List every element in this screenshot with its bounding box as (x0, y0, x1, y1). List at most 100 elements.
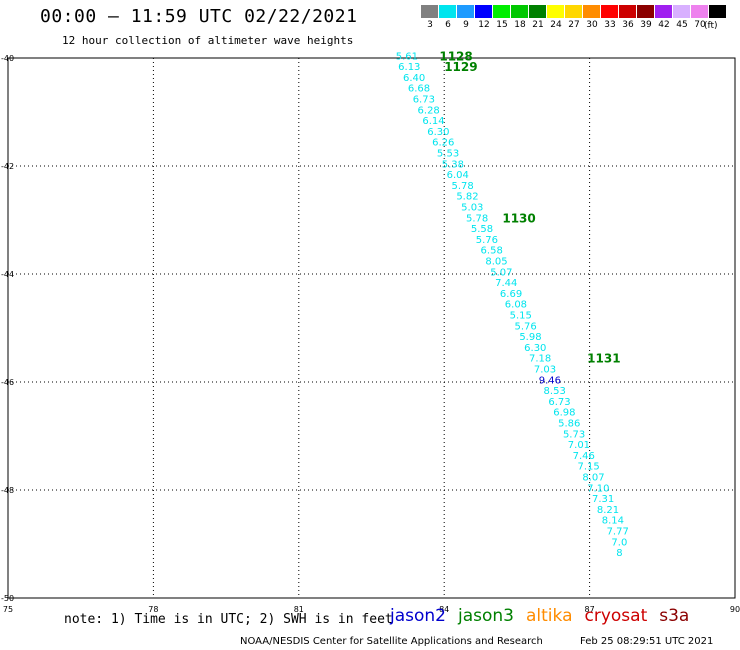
scale-bin: 18 (511, 5, 529, 30)
wave-height-point: 7.77 (607, 527, 629, 538)
y-tick-label: -50 (1, 594, 14, 603)
legend-s3a: s3a (659, 606, 690, 626)
scale-label: 27 (568, 20, 580, 30)
scale-bin: 12 (475, 5, 493, 30)
scale-bin: 21 (529, 5, 547, 30)
wave-height-point: 7.10 (587, 483, 609, 494)
wave-height-point: 6.40 (403, 73, 425, 84)
wave-height-point: 6.30 (524, 343, 546, 354)
wave-height-point: 8.05 (485, 257, 507, 268)
scale-swatch (493, 5, 511, 18)
scale-label: 3 (427, 20, 433, 30)
wave-height-point: 6.13 (398, 62, 420, 73)
wave-height-point: 8.53 (544, 386, 566, 397)
scale-swatch (637, 5, 655, 18)
scale-swatch (511, 5, 529, 18)
plot-frame (7, 57, 736, 599)
wave-height-point: 7.01 (568, 440, 590, 451)
scale-label: 33 (604, 20, 616, 30)
time-label: 1131 (587, 352, 620, 366)
scale-bin: 42 (655, 5, 673, 30)
y-tick-label: -40 (1, 54, 14, 63)
footer-note: note: 1) Time is in UTC; 2) SWH is in fe… (64, 612, 393, 627)
generated-timestamp: Feb 25 08:29:51 UTC 2021 (580, 636, 714, 647)
y-tick-label: -44 (1, 270, 14, 279)
wave-height-point: 6.04 (447, 170, 469, 181)
wave-height-point: 5.86 (558, 419, 580, 430)
time-label: 1130 (502, 211, 535, 225)
scale-label: 18 (514, 20, 526, 30)
wave-height-point: 7.0 (611, 537, 627, 548)
scale-swatch (565, 5, 583, 18)
wave-height-point: 5.61 (396, 51, 418, 62)
legend-jason2: jason2 (390, 606, 446, 626)
x-tick-label: 81 (294, 605, 304, 614)
time-label: 1128 (439, 49, 472, 63)
page-subtitle: 12 hour collection of altimeter wave hei… (62, 34, 354, 47)
wave-height-point: 6.98 (553, 408, 575, 419)
scale-label: 12 (478, 20, 490, 30)
scale-swatch (439, 5, 457, 18)
wave-height-point: 7.15 (577, 462, 599, 473)
scale-bin: 27 (565, 5, 583, 30)
scale-bin: 36 (619, 5, 637, 30)
scale-bin: 24 (547, 5, 565, 30)
scale-swatch (583, 5, 601, 18)
wave-height-point: 5.53 (437, 149, 459, 160)
scale-label: 21 (532, 20, 544, 30)
scale-swatch (457, 5, 475, 18)
scale-label: 30 (586, 20, 598, 30)
scale-label: 15 (496, 20, 508, 30)
wave-height-point: 5.98 (519, 332, 541, 343)
scale-bin: 3 (421, 5, 439, 30)
wave-height-point: 5.76 (476, 235, 498, 246)
scale-label: 36 (622, 20, 634, 30)
satellite-legend: jason2 jason3 altika cryosat s3a (390, 606, 689, 626)
credit-line: NOAA/NESDIS Center for Satellite Applica… (240, 636, 543, 647)
scale-swatch (691, 5, 709, 18)
y-tick-label: -42 (1, 162, 14, 171)
scale-bin: 9 (457, 5, 475, 30)
scale-swatch (421, 5, 439, 18)
time-label: 1129 (444, 60, 477, 74)
wave-height-point: 6.08 (505, 300, 527, 311)
wave-height-point: 6.73 (413, 95, 435, 106)
scale-label: 70 (694, 20, 706, 30)
scale-bin: 45 (673, 5, 691, 30)
scale-bin: 15 (493, 5, 511, 30)
wave-height-point: 7.18 (529, 354, 551, 365)
x-tick-label: 78 (148, 605, 158, 614)
scale-bin: 39 (637, 5, 655, 30)
wave-height-point: 5.03 (461, 203, 483, 214)
scale-swatch (655, 5, 673, 18)
scale-unit: (ft) (704, 21, 718, 31)
wave-height-point: 7.46 (573, 451, 595, 462)
wave-height-point: 7.44 (495, 278, 517, 289)
wave-height-point: 6.30 (427, 127, 449, 138)
scale-label: 24 (550, 20, 562, 30)
y-tick-label: -46 (1, 378, 14, 387)
scale-bin: 33 (601, 5, 619, 30)
scale-swatch (529, 5, 547, 18)
wave-height-point: 9.46 (539, 375, 561, 386)
wave-height-point: 5.78 (451, 181, 473, 192)
scale-swatch (547, 5, 565, 18)
x-tick-label: 87 (585, 605, 595, 614)
legend-altika: altika (526, 606, 573, 626)
scale-bin (709, 5, 727, 30)
wave-height-point: 5.76 (514, 321, 536, 332)
x-tick-label: 84 (439, 605, 449, 614)
wave-height-point: 7.31 (592, 494, 614, 505)
wave-height-point: 8.14 (602, 516, 624, 527)
page-title: 00:00 – 11:59 UTC 02/22/2021 (40, 6, 358, 27)
scale-label: 9 (463, 20, 469, 30)
scale-swatch (619, 5, 637, 18)
scale-label: 45 (676, 20, 688, 30)
scale-swatch (601, 5, 619, 18)
wave-height-point: 6.28 (418, 105, 440, 116)
wave-height-point: 6.73 (548, 397, 570, 408)
x-tick-label: 75 (3, 605, 13, 614)
scale-bin: 30 (583, 5, 601, 30)
